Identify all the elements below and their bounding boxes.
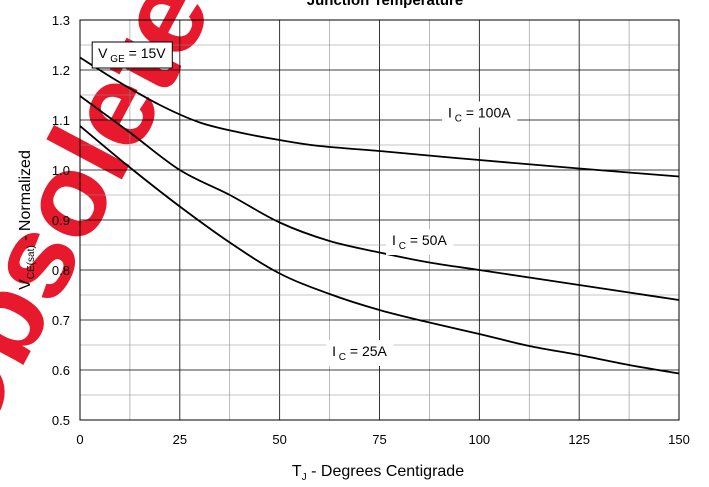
x-tick-label: 75 <box>372 432 386 447</box>
x-axis-title: TJ - Degrees Centigrade <box>292 463 464 483</box>
y-tick-label: 0.8 <box>52 263 70 278</box>
y-tick-label: 0.6 <box>52 363 70 378</box>
chart-title: Junction Temperature <box>307 0 463 9</box>
x-tick-label: 0 <box>76 432 83 447</box>
x-tick-label: 100 <box>468 432 490 447</box>
x-tick-label: 150 <box>668 432 690 447</box>
x-tick-label: 25 <box>173 432 187 447</box>
x-tick-labels: 0 25 50 75 100 125 150 <box>76 432 689 447</box>
condition-label: V GE = 15V <box>92 42 172 68</box>
y-tick-label: 1.0 <box>52 163 70 178</box>
series-label-1: I C = 50A <box>386 229 453 255</box>
x-tick-label: 50 <box>272 432 286 447</box>
y-tick-label: 0.5 <box>52 413 70 428</box>
series-label-0: I C = 100A <box>442 102 517 128</box>
y-tick-label: 1.1 <box>52 113 70 128</box>
y-tick-label: 1.2 <box>52 63 70 78</box>
y-tick-label: 0.9 <box>52 213 70 228</box>
y-tick-label: 1.3 <box>52 13 70 28</box>
y-tick-labels: 0.5 0.6 0.7 0.8 0.9 1.0 1.1 1.2 1.3 <box>52 13 70 428</box>
series-label-2: I C = 25A <box>326 340 393 366</box>
y-tick-label: 0.7 <box>52 313 70 328</box>
x-tick-label: 125 <box>568 432 590 447</box>
